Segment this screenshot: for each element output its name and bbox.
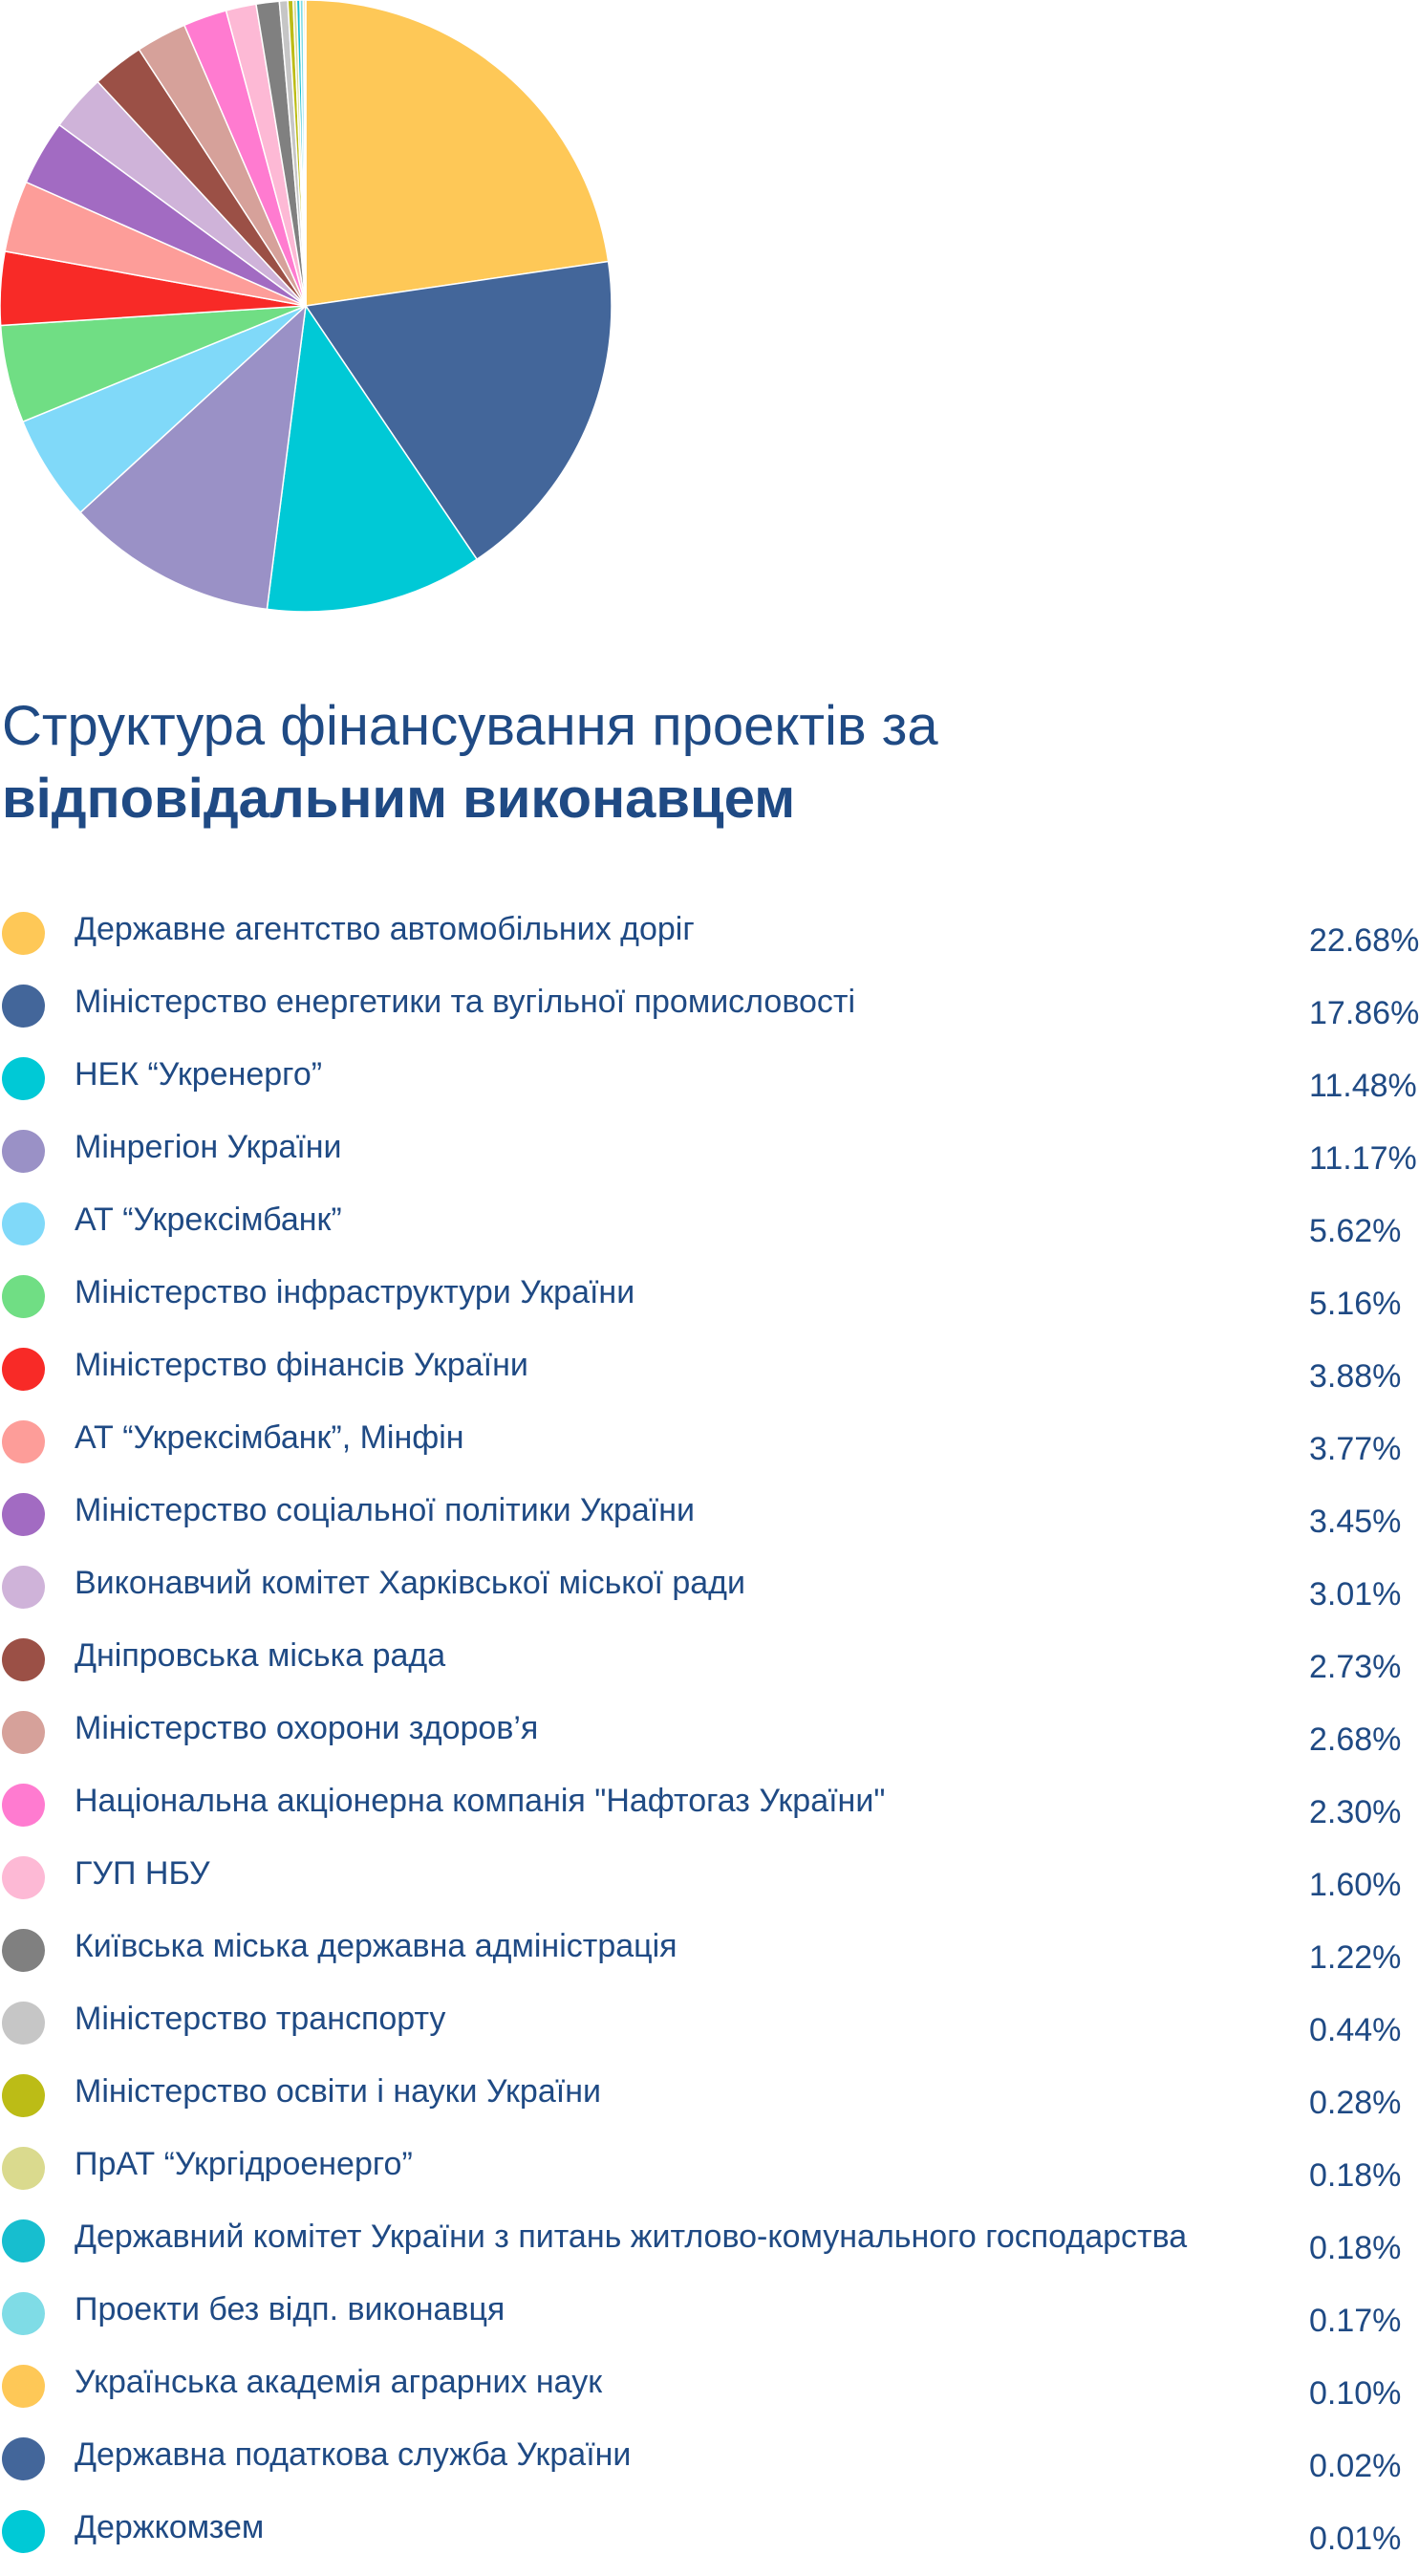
legend-value: 11.48% [1309,1062,1417,1110]
legend-value: 0.10% [1309,2370,1401,2417]
legend-item: Виконавчий комітет Харківської міської р… [0,1559,1419,1632]
legend-value: 1.60% [1309,1861,1401,1909]
legend-swatch [2,1711,45,1754]
legend-value: 22.68% [1309,917,1419,964]
legend-value: 3.45% [1309,1498,1401,1546]
legend-item: Міністерство енергетики та вугільної про… [0,978,1419,1050]
legend-value: 0.01% [1309,2515,1401,2563]
legend-item: Міністерство охорони здоров’я 2.68% [0,1704,1419,1777]
legend-item: Державна податкова служба України 0.02% [0,2431,1419,2503]
legend-label: Виконавчий комітет Харківської міської р… [75,1559,745,1607]
legend-item: Міністерство соціальної політики України… [0,1486,1419,1559]
legend-item: АТ “Укрексімбанк”, Мінфін 3.77% [0,1414,1419,1486]
legend-label: Київська міська державна адміністрація [75,1922,677,1970]
legend-value: 17.86% [1309,989,1419,1037]
chart-title-line2: відповідальним виконавцем [2,763,1244,835]
legend-swatch [2,1348,45,1391]
legend-swatch [2,1420,45,1463]
legend-item: Державне агентство автомобільних доріг 22… [0,905,1419,978]
legend-item: Міністерство освіти і науки України 0.28% [0,2067,1419,2140]
legend-label: Міністерство освіти і науки України [75,2067,601,2115]
legend-swatch [2,2292,45,2335]
legend-swatch [2,2219,45,2262]
legend-item: Мінрегіон України 11.17% [0,1123,1419,1196]
legend-item: Дніпровська міська рада 2.73% [0,1632,1419,1704]
legend-swatch [2,2510,45,2553]
legend-swatch [2,912,45,955]
legend-value: 5.16% [1309,1280,1401,1328]
legend-swatch [2,1130,45,1173]
legend-item: Міністерство фінансів України 3.88% [0,1341,1419,1414]
legend-swatch [2,1784,45,1827]
legend-item: Міністерство транспорту 0.44% [0,1995,1419,2067]
legend-swatch [2,985,45,1028]
legend-value: 0.28% [1309,2079,1401,2127]
legend-item: ГУП НБУ 1.60% [0,1850,1419,1922]
legend-swatch [2,1275,45,1318]
legend-value: 2.73% [1309,1643,1401,1691]
legend-value: 2.68% [1309,1716,1401,1764]
legend-label: АТ “Укрексімбанк”, Мінфін [75,1414,464,1461]
legend-swatch [2,2074,45,2117]
legend-item: ПрАТ “Укргідроенерго” 0.18% [0,2140,1419,2213]
legend-swatch [2,1566,45,1609]
legend-label: АТ “Укрексімбанк” [75,1196,342,1244]
legend-label: Міністерство енергетики та вугільної про… [75,978,855,1026]
legend-label: Міністерство охорони здоров’я [75,1704,538,1752]
legend-value: 3.01% [1309,1570,1401,1618]
legend-swatch [2,1493,45,1536]
legend-value: 5.62% [1309,1207,1401,1255]
legend-label: Міністерство фінансів України [75,1341,528,1389]
legend-label: ПрАТ “Укргідроенерго” [75,2140,413,2188]
legend-item: Міністерство інфраструктури України 5.16% [0,1268,1419,1341]
legend-swatch [2,1638,45,1681]
legend-label: Держкомзем [75,2503,264,2551]
legend-label: Міністерство інфраструктури України [75,1268,634,1316]
legend-swatch [2,2365,45,2408]
legend-value: 0.44% [1309,2006,1401,2054]
legend-value: 2.30% [1309,1788,1401,1836]
pie-slice-1 [306,0,609,306]
legend: Державне агентство автомобільних доріг 22… [0,905,1419,2576]
legend-label: НЕК “Укренерго” [75,1050,322,1098]
legend-value: 0.17% [1309,2297,1401,2345]
legend-swatch [2,2437,45,2480]
legend-swatch [2,1057,45,1100]
legend-label: Національна акціонерна компанія "Нафтога… [75,1777,885,1825]
legend-item: Держкомзем 0.01% [0,2503,1419,2576]
legend-item: Національна акціонерна компанія "Нафтога… [0,1777,1419,1850]
legend-label: Державний комітет України з питань житло… [75,2213,1187,2261]
legend-value: 11.17% [1309,1135,1417,1182]
legend-item: Державний комітет України з питань житло… [0,2213,1419,2285]
legend-item: НЕК “Укренерго” 11.48% [0,1050,1419,1123]
legend-item: Київська міська державна адміністрація 1.… [0,1922,1419,1995]
legend-label: Мінрегіон України [75,1123,342,1171]
legend-label: Державне агентство автомобільних доріг [75,905,695,953]
legend-swatch [2,1202,45,1245]
legend-label: Українська академія аграрних наук [75,2358,602,2406]
legend-label: Дніпровська міська рада [75,1632,445,1679]
legend-value: 3.88% [1309,1353,1401,1400]
legend-swatch [2,2002,45,2045]
legend-label: Державна податкова служба України [75,2431,631,2479]
legend-value: 0.02% [1309,2442,1401,2490]
legend-item: Українська академія аграрних наук 0.10% [0,2358,1419,2431]
chart-title-line1: Структура фінансування проектів за [2,690,1244,763]
legend-swatch [2,1929,45,1972]
legend-label: ГУП НБУ [75,1850,210,1897]
legend-value: 1.22% [1309,1934,1401,1981]
legend-value: 0.18% [1309,2224,1401,2272]
legend-value: 0.18% [1309,2152,1401,2199]
pie-chart [0,0,621,621]
legend-swatch [2,1856,45,1899]
legend-label: Міністерство транспорту [75,1995,445,2043]
legend-label: Проекти без відп. виконавця [75,2285,505,2333]
legend-value: 3.77% [1309,1425,1401,1473]
legend-item: Проекти без відп. виконавця 0.17% [0,2285,1419,2358]
legend-label: Міністерство соціальної політики України [75,1486,695,1534]
legend-swatch [2,2147,45,2190]
chart-title: Структура фінансування проектів за відпо… [2,690,1244,835]
legend-item: АТ “Укрексімбанк” 5.62% [0,1196,1419,1268]
